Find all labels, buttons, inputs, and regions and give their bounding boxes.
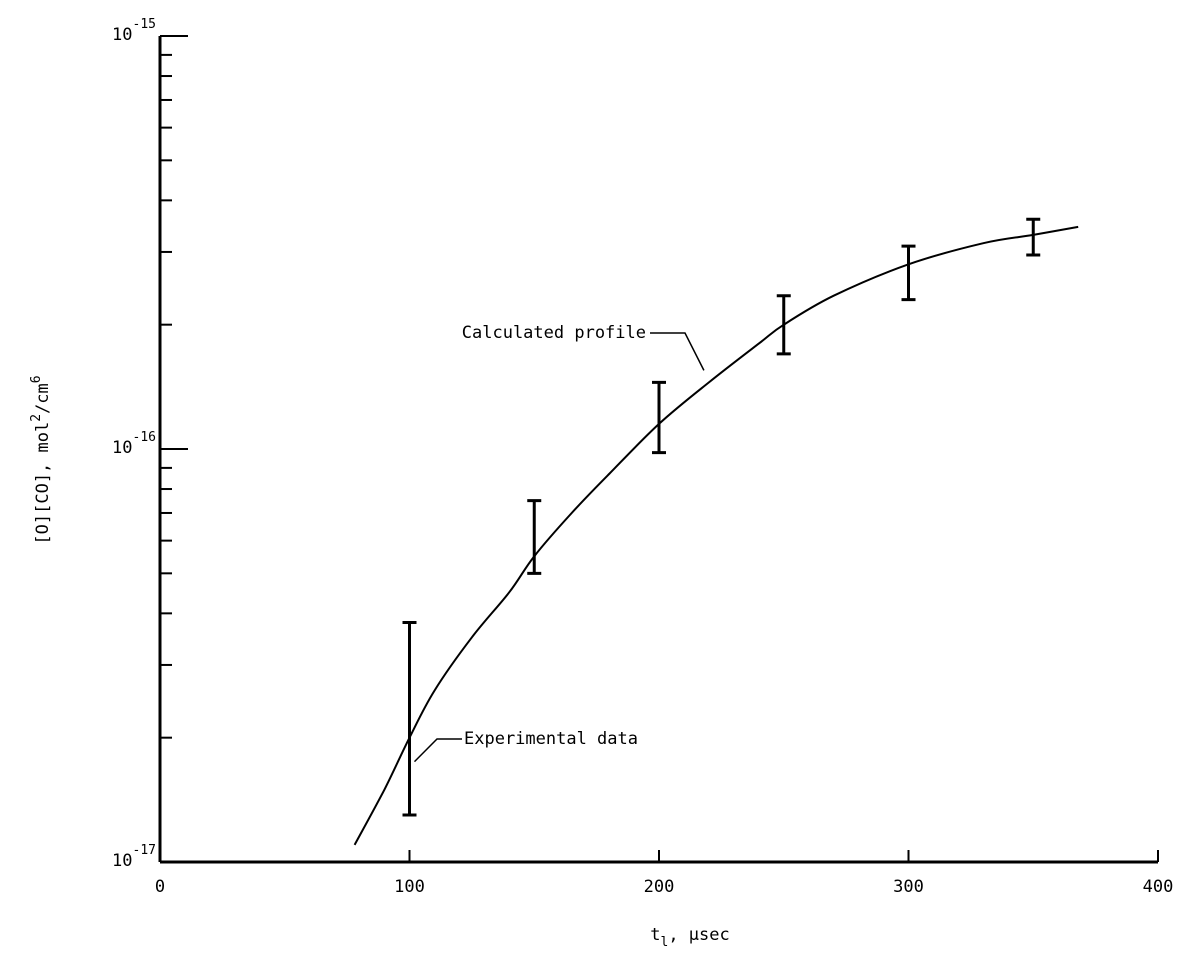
experimental-error-bar — [527, 499, 542, 575]
y-tick-label: 10-15 — [112, 17, 156, 45]
calculated-profile-label: Calculated profile — [462, 323, 646, 343]
plot-series — [353, 217, 1079, 846]
x-tick-label: 200 — [644, 877, 675, 897]
y-ticks: 10-17 10-16 10-15 — [112, 17, 188, 871]
experimental-error-bar — [776, 294, 791, 356]
x-tick-label: 0 — [155, 877, 165, 897]
y-tick-label: 10-16 — [112, 430, 156, 458]
experimental-data-leader — [413, 738, 462, 763]
experimental-error-bar — [402, 621, 417, 817]
x-axis-title: tl, μsec — [650, 925, 730, 950]
y-tick-label: 10-17 — [112, 843, 156, 871]
y-axis-title: [O][CO], mol2/cm6 — [29, 375, 53, 544]
x-tick-label: 100 — [394, 877, 425, 897]
annotations: Calculated profile Experimental data — [413, 323, 705, 763]
experimental-error-bar — [901, 244, 916, 302]
experimental-error-bar — [652, 380, 666, 455]
x-tick-label: 400 — [1143, 877, 1174, 897]
x-tick-label: 300 — [893, 877, 924, 897]
calculated-profile-curve — [353, 225, 1079, 846]
experimental-data-label: Experimental data — [464, 729, 638, 749]
experimental-error-bar — [1026, 217, 1041, 257]
calculated-profile-leader — [650, 332, 705, 371]
x-ticks: 0 100 200 300 400 — [155, 850, 1173, 897]
